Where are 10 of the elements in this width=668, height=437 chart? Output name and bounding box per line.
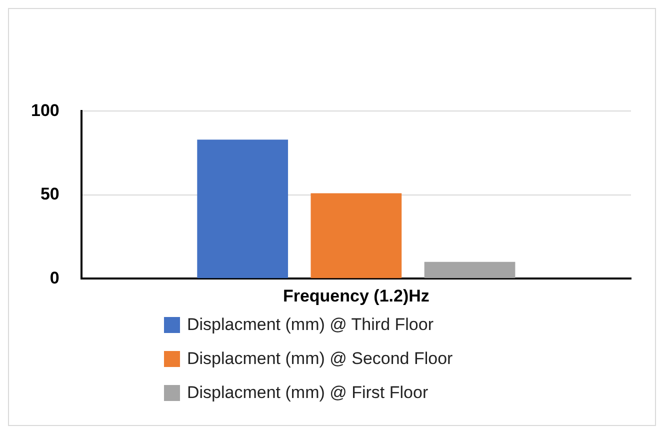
legend-label: Displacment (mm) @ First Floor	[187, 383, 428, 403]
legend-label: Displacment (mm) @ Third Floor	[187, 315, 434, 335]
x-axis-title: Frequency (1.2)Hz	[282, 286, 430, 306]
y-tick-label: 100	[30, 100, 60, 120]
bar	[310, 193, 402, 278]
bar	[424, 262, 516, 278]
y-tick-label: 50	[40, 184, 60, 204]
legend-label: Displacment (mm) @ Second Floor	[187, 349, 453, 369]
bar	[197, 140, 288, 278]
y-tick-label: 0	[50, 268, 60, 288]
